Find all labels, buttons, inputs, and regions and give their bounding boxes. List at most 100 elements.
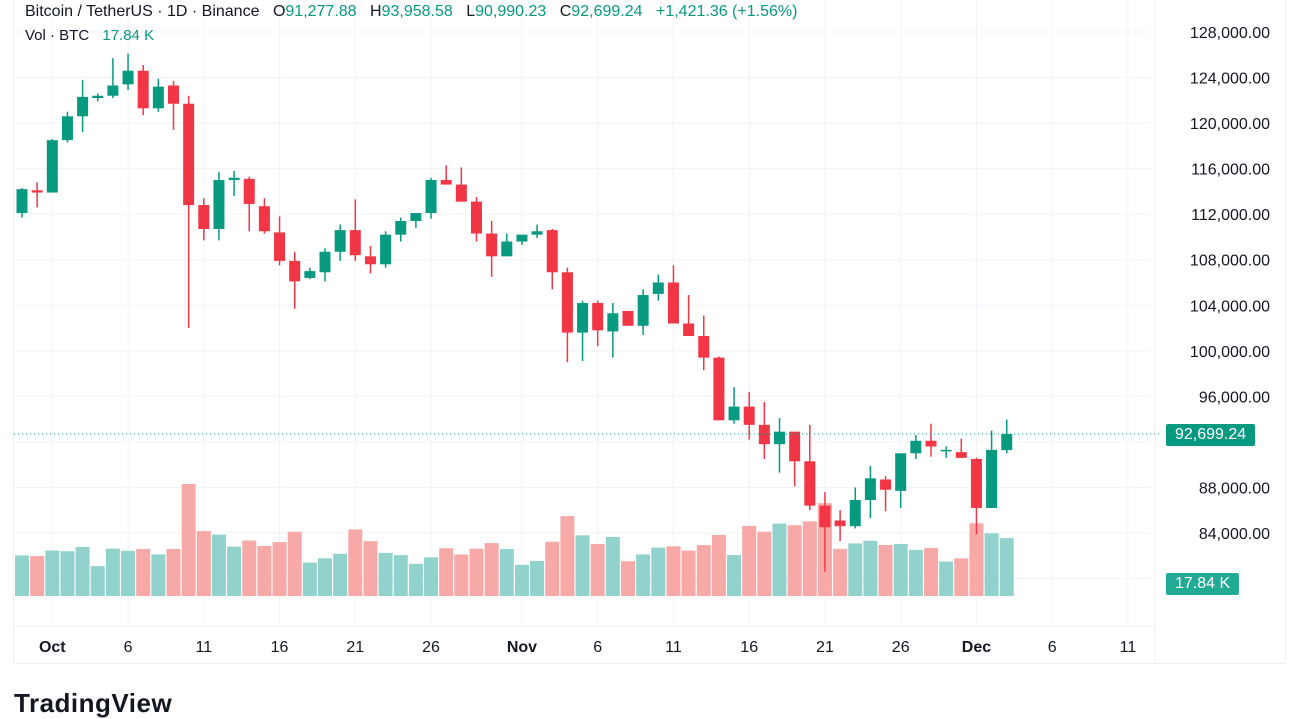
candle-body (334, 230, 346, 252)
candle-body (637, 295, 649, 326)
candle (455, 167, 467, 202)
candle (228, 170, 240, 196)
volume-bar (15, 555, 29, 596)
candle-body (561, 272, 573, 333)
candle-body (804, 461, 816, 506)
time-tick-label: 6 (124, 639, 133, 656)
time-tick-label: 6 (593, 639, 602, 656)
candle-body (531, 231, 543, 235)
volume-bar (348, 529, 363, 596)
candle (425, 177, 437, 219)
volume-bar (863, 540, 878, 596)
ohlc-legend: Bitcoin / TetherUS · 1D · Binance O91,27… (25, 3, 797, 21)
close-label: C (559, 3, 572, 20)
volume-bar (45, 550, 60, 596)
volume-bar (211, 534, 226, 596)
candle (61, 111, 73, 143)
time-tick-label: Nov (507, 639, 537, 656)
candle (667, 265, 679, 324)
volume-bar (514, 564, 529, 596)
candle (213, 172, 225, 241)
volume-bar (272, 542, 287, 596)
candle (698, 315, 710, 371)
candle-body (349, 230, 361, 256)
candle (77, 79, 89, 133)
price-tick-label: 116,000.00 (1191, 162, 1270, 179)
time-tick-label: Dec (962, 639, 991, 656)
candle-body (213, 180, 225, 229)
time-tick-label: 16 (740, 639, 758, 656)
candle-body (319, 251, 331, 273)
candle-body (577, 302, 589, 333)
candle (107, 58, 119, 99)
volume-bar (545, 541, 560, 596)
candle (955, 438, 967, 458)
candle (531, 224, 543, 239)
volume-bar (333, 553, 348, 596)
time-tick-label: 26 (892, 639, 910, 656)
candle-body (122, 70, 134, 85)
candle (834, 510, 846, 541)
close-value: 92,699.24 (571, 3, 643, 20)
volume-bar (560, 516, 575, 596)
candle (152, 78, 164, 112)
candle-body (304, 271, 316, 278)
candle-body (728, 406, 740, 421)
candle-body (849, 499, 861, 527)
volume-bar (181, 484, 196, 596)
volume-bar (318, 558, 332, 596)
open-label: O (272, 3, 286, 20)
time-tick-label: Oct (39, 639, 66, 656)
candle (471, 197, 482, 242)
volume-bar (893, 544, 908, 596)
candle-body (970, 458, 982, 508)
volume-bar (439, 548, 454, 596)
candle (289, 251, 301, 309)
time-tick-label: 6 (1048, 639, 1057, 656)
candle-body (758, 424, 770, 445)
candlestick-chart[interactable]: 128,000.00 124,000.00 120,000.00 116,000.00… (0, 0, 1300, 700)
volume-bar (908, 549, 923, 596)
candle-body (471, 201, 482, 234)
candle-body (986, 449, 998, 508)
volume-bar (772, 523, 787, 596)
time-tick-label: 16 (271, 639, 289, 656)
volume-bar (605, 536, 620, 596)
candle (1001, 419, 1013, 454)
volume-bar (787, 525, 802, 596)
candle-body (137, 70, 149, 109)
volume-bar (287, 531, 302, 596)
time-tick-label: 21 (346, 639, 364, 656)
symbol-title[interactable]: Bitcoin / TetherUS · 1D · Binance (25, 3, 260, 20)
candle-body (380, 234, 392, 265)
chart-frame (13, 0, 1286, 664)
price-axis[interactable]: 128,000.00 124,000.00 120,000.00 116,000.00… (1190, 25, 1270, 543)
candle (137, 65, 149, 116)
volume-label[interactable]: Vol · BTC (25, 27, 90, 44)
candle-body (425, 180, 437, 214)
candle (243, 176, 255, 232)
candle (198, 198, 210, 241)
candle-body (880, 479, 892, 490)
candle (380, 231, 392, 268)
volume-bar (696, 545, 711, 596)
candle (774, 417, 785, 473)
low-label: L (466, 3, 476, 20)
candle-body (667, 282, 679, 324)
tradingview-logo[interactable]: TradingView (14, 688, 173, 718)
time-axis[interactable]: Oct 6 11 16 21 26 Nov 6 11 16 21 26 Dec 6 11 (39, 639, 1136, 656)
candle (486, 221, 498, 277)
last-price-badge: 92,699.24 (1166, 424, 1256, 446)
candle (758, 402, 770, 459)
candle-body (592, 302, 604, 331)
candle-body (910, 440, 922, 454)
candle (607, 302, 619, 358)
volume-bar (999, 538, 1014, 596)
candle-body (486, 233, 498, 257)
volume-bars (15, 484, 1014, 596)
volume-bar (121, 550, 136, 596)
volume-bar (378, 552, 393, 596)
volume-legend: Vol · BTC 17.84 K (25, 27, 154, 44)
candle (516, 234, 528, 245)
candle-body (46, 140, 58, 193)
